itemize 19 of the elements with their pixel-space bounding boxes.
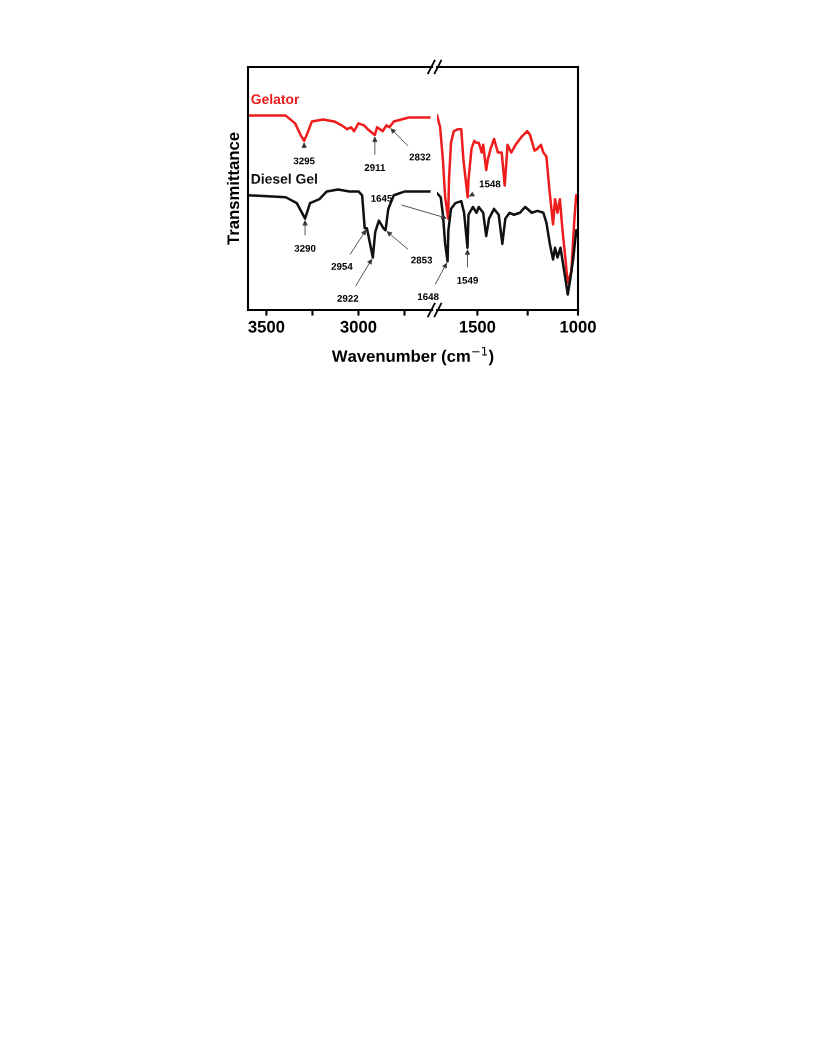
annotation: 3290 (294, 244, 316, 252)
annotation: 1645 (371, 194, 393, 202)
y-axis-title: Transmittance (226, 132, 240, 245)
series-label: Diesel Gel (251, 173, 317, 184)
annotation: 2853 (411, 256, 433, 264)
series-label: Gelator (251, 93, 300, 105)
annotation: 1549 (457, 276, 478, 284)
annotation: 1648 (417, 293, 439, 301)
annotation: 2922 (337, 294, 359, 302)
x-tick-label: 3000 (340, 320, 377, 333)
annotation: 1548 (479, 180, 501, 188)
annotation: 3295 (293, 157, 315, 165)
x-tick-label: 1500 (459, 320, 496, 333)
annotation: 2832 (409, 153, 431, 161)
annotation: 2911 (364, 164, 386, 171)
x-axis-title: Wavenumber (cm$^{−1}$) (331, 346, 494, 366)
x-tick-label: 1000 (560, 320, 596, 333)
x-tick-label: 3500 (248, 320, 285, 333)
annotation: 2954 (331, 262, 353, 270)
